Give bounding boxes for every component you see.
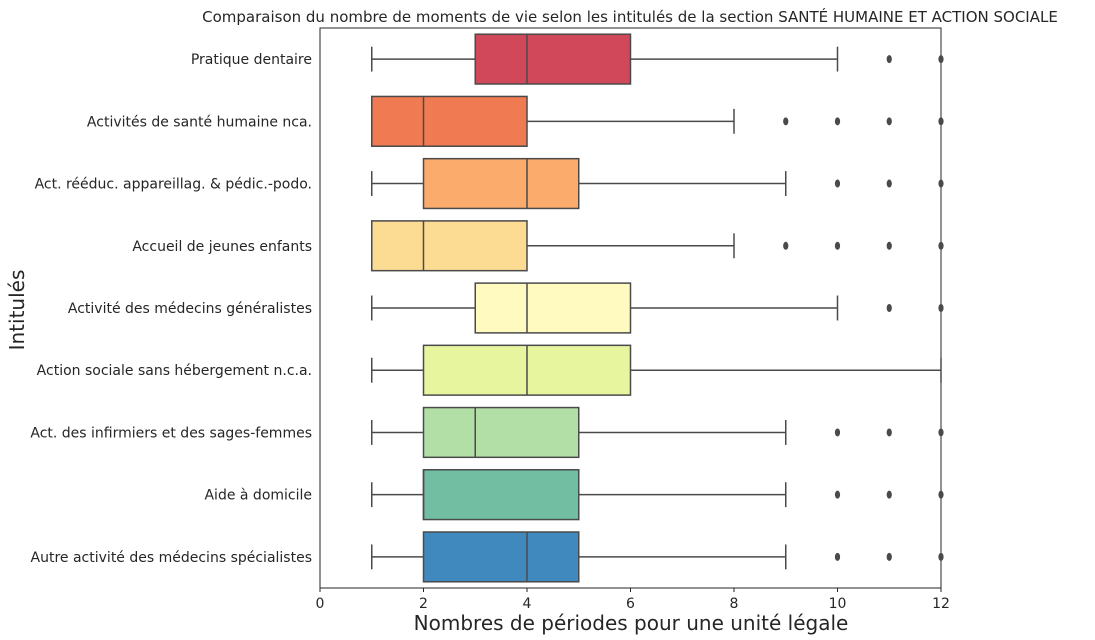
box bbox=[371, 220, 528, 272]
x-axis-label: Nombres de périodes pour une unité légal… bbox=[414, 611, 849, 635]
box-group bbox=[371, 344, 942, 396]
outlier-point bbox=[886, 179, 892, 188]
box bbox=[371, 95, 528, 147]
box-group bbox=[371, 531, 944, 583]
category-label: Act. rééduc. appareillag. & pédic.-podo. bbox=[35, 177, 312, 193]
outlier-point bbox=[886, 117, 892, 126]
box-group bbox=[371, 469, 944, 521]
boxes-layer bbox=[371, 33, 944, 583]
box bbox=[422, 469, 580, 521]
outlier-point bbox=[938, 304, 944, 312]
outlier-point bbox=[834, 117, 841, 126]
outlier-point bbox=[886, 55, 892, 64]
x-tick-label: 6 bbox=[626, 596, 635, 612]
x-tick-label: 10 bbox=[829, 596, 847, 612]
x-tick-label: 8 bbox=[730, 596, 739, 612]
category-label: Autre activité des médecins spécialistes bbox=[31, 550, 312, 566]
outlier-point bbox=[938, 179, 944, 188]
x-tick-label: 4 bbox=[523, 596, 532, 612]
outlier-point bbox=[783, 241, 789, 250]
category-label: Activité des médecins généralistes bbox=[68, 301, 312, 317]
x-tick-label: 0 bbox=[316, 596, 325, 612]
box-group bbox=[371, 33, 944, 85]
category-label: Act. des infirmiers et des sages-femmes bbox=[30, 425, 312, 441]
x-tick-label: 2 bbox=[419, 596, 428, 612]
outlier-point bbox=[834, 552, 841, 561]
box bbox=[474, 282, 632, 334]
chart-title: Comparaison du nombre de moments de vie … bbox=[202, 7, 1058, 26]
outlier-point bbox=[783, 117, 789, 126]
outlier-point bbox=[834, 490, 841, 499]
category-label: Activités de santé humaine nca. bbox=[87, 114, 312, 130]
outlier-point bbox=[938, 55, 944, 64]
outlier-point bbox=[938, 490, 944, 499]
outlier-point bbox=[886, 304, 892, 312]
box-group bbox=[371, 406, 944, 459]
outlier-point bbox=[834, 179, 841, 188]
category-label: Aide à domicile bbox=[204, 488, 312, 504]
box bbox=[422, 406, 580, 459]
category-label: Pratique dentaire bbox=[191, 52, 312, 68]
box-group bbox=[371, 95, 944, 147]
box bbox=[422, 157, 580, 210]
box bbox=[422, 531, 580, 583]
outlier-point bbox=[886, 241, 892, 250]
x-tick-label: 12 bbox=[932, 596, 950, 612]
outlier-point bbox=[834, 241, 841, 250]
outlier-point bbox=[938, 117, 944, 126]
y-axis-label: Intitulés bbox=[5, 270, 29, 351]
x-ticks: 0 2 4 6 8 10 12 bbox=[316, 588, 950, 612]
outlier-point bbox=[834, 428, 841, 437]
outlier-point bbox=[886, 552, 892, 561]
outlier-point bbox=[886, 490, 892, 499]
outlier-point bbox=[886, 428, 892, 437]
outlier-point bbox=[938, 428, 944, 437]
category-label: Accueil de jeunes enfants bbox=[132, 239, 312, 255]
outlier-point bbox=[938, 552, 944, 561]
box bbox=[474, 33, 632, 85]
box-group bbox=[371, 220, 944, 272]
box-group bbox=[371, 157, 944, 210]
box-group bbox=[371, 282, 944, 334]
y-tick-labels: Pratique dentaire Activités de santé huma… bbox=[30, 52, 312, 566]
category-label: Action sociale sans hébergement n.c.a. bbox=[37, 363, 312, 379]
outlier-point bbox=[938, 241, 944, 250]
